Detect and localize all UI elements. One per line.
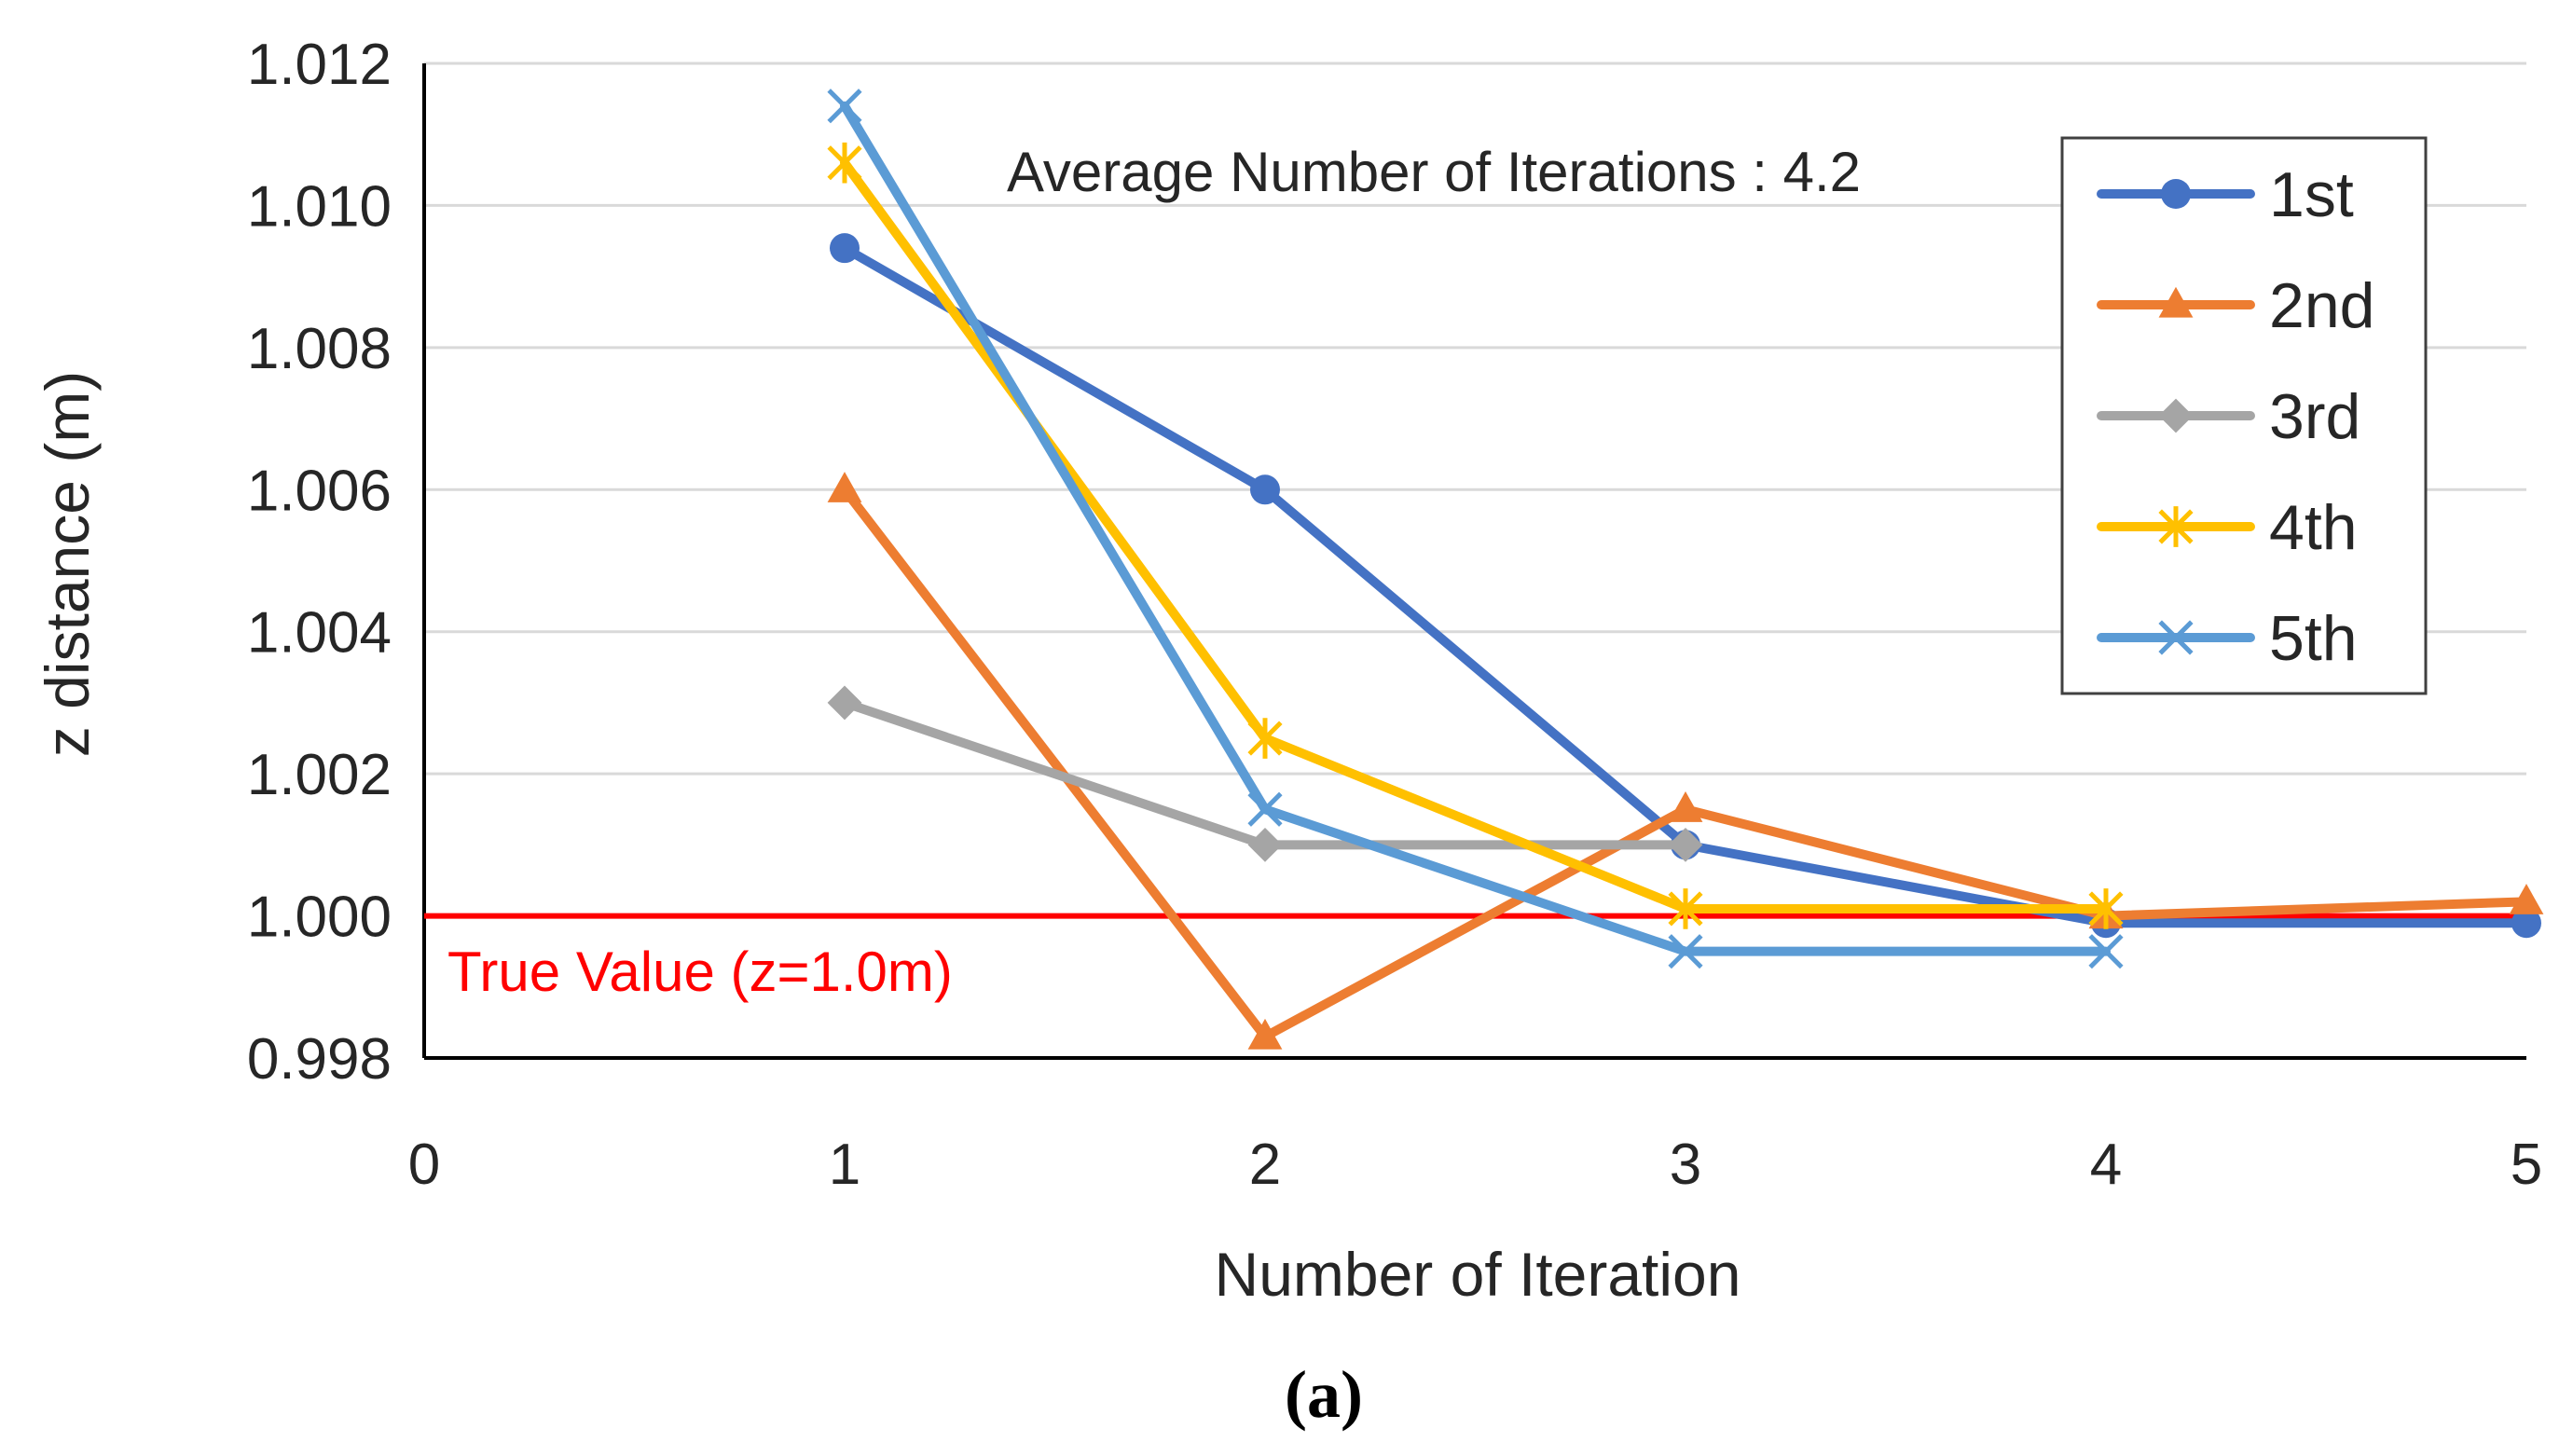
x-tick-label-5: 5 — [2511, 1133, 2542, 1197]
legend-label-1st: 1st — [2269, 159, 2354, 230]
average-iterations-annotation: Average Number of Iterations : 4.2 — [1007, 141, 1861, 203]
legend-label-5th: 5th — [2269, 603, 2358, 674]
y-axis-title: z distance (m) — [33, 371, 102, 757]
y-tick-label-7: 1.012 — [247, 33, 392, 97]
x-tick-label-2: 2 — [1249, 1133, 1281, 1197]
y-tick-label-3: 1.004 — [247, 601, 392, 666]
y-tick-label-1: 1.000 — [247, 886, 392, 950]
x-tick-label-1: 1 — [829, 1133, 860, 1197]
chart-container: 0.998 1.000 1.002 1.004 1.006 1.008 1.010 1.012… — [0, 0, 2573, 1451]
legend: 1st 2nd 3rd 4th 5th — [2062, 138, 2426, 694]
data-point-1st-1 — [1250, 474, 1280, 504]
legend-label-3rd: 3rd — [2269, 381, 2360, 452]
data-point-1st-0 — [830, 233, 860, 263]
y-tick-label-5: 1.008 — [247, 317, 392, 381]
x-tick-label-4: 4 — [2090, 1133, 2122, 1197]
legend-marker-1st — [2161, 179, 2191, 209]
figure-caption: (a) — [1285, 1357, 1363, 1432]
y-tick-label-6: 1.010 — [247, 174, 392, 239]
legend-label-4th: 4th — [2269, 492, 2358, 563]
true-value-label: True Value (z=1.0m) — [447, 941, 953, 1003]
legend-label-2nd: 2nd — [2269, 270, 2374, 341]
x-tick-label-3: 3 — [1670, 1133, 1701, 1197]
x-axis-title: Number of Iteration — [1215, 1240, 1741, 1309]
y-tick-label-2: 1.002 — [247, 743, 392, 807]
x-tick-label-0: 0 — [408, 1133, 440, 1197]
y-tick-label-0: 0.998 — [247, 1027, 392, 1092]
line-chart: 0.998 1.000 1.002 1.004 1.006 1.008 1.010 1.012… — [0, 0, 2573, 1451]
y-tick-label-4: 1.006 — [247, 459, 392, 523]
